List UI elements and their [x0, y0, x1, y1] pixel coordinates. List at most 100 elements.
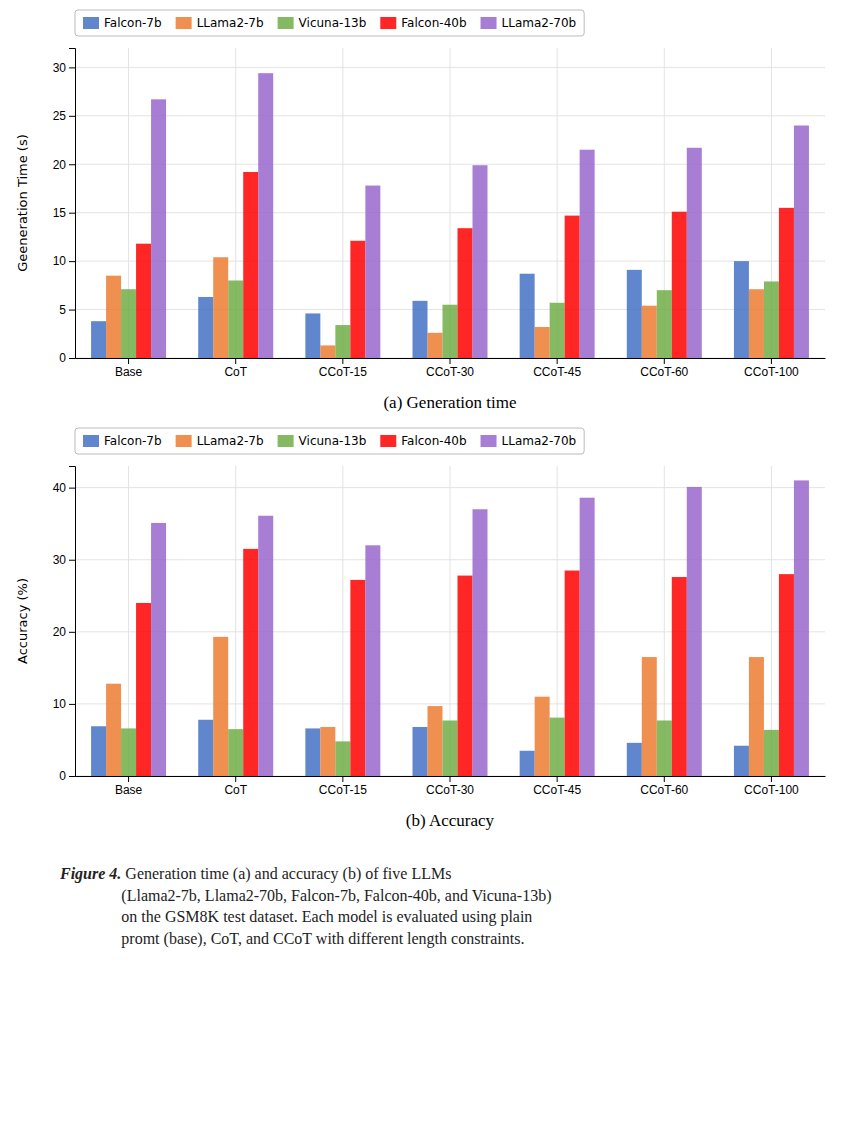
bar	[198, 720, 213, 776]
bar	[121, 728, 136, 776]
tick-mark	[69, 488, 75, 489]
bar	[687, 487, 702, 776]
grid-line-x	[771, 466, 772, 776]
tick-label: 5	[59, 303, 66, 317]
tick-label: 20	[53, 625, 67, 639]
axis-line	[69, 49, 76, 359]
chart-root: 0 5 10 15 20 25 30 Base CoT CCoT-15 CCoT-30 CCoT-45…	[0, 0, 850, 855]
x-axis: BaseCoTCCoT-15CCoT-30CCoT-45CCoT-60CCoT-…	[76, 776, 826, 797]
bar	[565, 216, 580, 358]
bar	[580, 498, 595, 776]
bar	[428, 333, 443, 358]
legend: Falcon-7bLLama2-7bVicuna-13bFalcon-40bLL…	[75, 10, 584, 36]
tick-label: 0	[59, 769, 66, 783]
tick: 10	[53, 697, 75, 711]
tick: CCoT-45	[533, 776, 581, 797]
series	[106, 637, 764, 776]
tick-label: 25	[53, 109, 67, 123]
tick-mark	[69, 704, 75, 705]
bar	[627, 743, 642, 776]
x-axis-title: (b) Accuracy	[406, 811, 495, 830]
bar	[106, 276, 121, 358]
legend-swatch	[176, 17, 192, 29]
x-axis-title: (a) Generation time	[383, 393, 516, 412]
tick-label: CCoT-60	[640, 365, 688, 379]
bar	[657, 290, 672, 358]
bar	[535, 697, 550, 776]
tick-label: CCoT-30	[426, 365, 474, 379]
tick-mark	[557, 358, 558, 364]
bar	[443, 720, 458, 776]
bar	[136, 244, 151, 358]
legend-label: LLama2-7b	[197, 434, 264, 448]
tick-label: CoT	[224, 783, 247, 797]
tick-label: 10	[53, 697, 67, 711]
legend-label: Vicuna-13b	[299, 434, 367, 448]
bar	[473, 165, 488, 358]
bar	[687, 148, 702, 358]
bar	[520, 751, 535, 776]
tick-label: CCoT-30	[426, 783, 474, 797]
tick-label: CCoT-60	[640, 783, 688, 797]
tick: CCoT-45	[533, 358, 581, 379]
plot-area: 010203040BaseCoTCCoT-15CCoT-30CCoT-45CCo…	[15, 466, 826, 830]
legend-swatch	[83, 435, 99, 447]
caption-text: Generation time (a) and accuracy (b) of …	[121, 863, 551, 949]
tick-mark	[235, 358, 236, 364]
bar	[458, 576, 473, 776]
caption-lead: Figure 4.	[60, 863, 121, 885]
tick-mark	[69, 213, 75, 214]
bar	[734, 261, 749, 358]
legend-item: LLama2-70b	[481, 434, 577, 448]
grid-line-x	[342, 466, 343, 776]
bar	[428, 706, 443, 776]
y-axis-title: Accuracy (%)	[15, 578, 30, 664]
bar	[106, 684, 121, 776]
tick-mark	[342, 776, 343, 782]
bar	[243, 172, 258, 358]
tick-label: Base	[115, 365, 143, 379]
bar	[365, 545, 380, 776]
bar	[734, 746, 749, 776]
plot-area: 051015202530BaseCoTCCoT-15CCoT-30CCoT-45…	[15, 48, 826, 412]
legend-item: LLama2-70b	[481, 16, 577, 30]
bar	[764, 730, 779, 776]
legend-item: Vicuna-13b	[278, 16, 367, 30]
tick-label: CoT	[224, 365, 247, 379]
tick-mark	[557, 776, 558, 782]
legend-swatch	[278, 17, 294, 29]
bar	[657, 720, 672, 776]
legend-item: Falcon-7b	[83, 434, 162, 448]
bar	[213, 257, 228, 358]
bar	[365, 186, 380, 358]
tick: 25	[53, 109, 75, 123]
legend-swatch	[380, 435, 396, 447]
legend-swatch	[176, 435, 192, 447]
bar	[642, 657, 657, 776]
tick: 30	[53, 61, 75, 75]
legend-frame	[75, 10, 584, 36]
tick: CCoT-60	[640, 776, 688, 797]
bar	[764, 281, 779, 358]
tick-label: CCoT-100	[744, 783, 799, 797]
tick: 20	[53, 625, 75, 639]
tick: CCoT-15	[319, 358, 367, 379]
tick: CoT	[224, 776, 247, 797]
series	[151, 480, 809, 776]
legend-frame	[75, 428, 584, 454]
bar	[672, 577, 687, 776]
tick: 15	[53, 206, 75, 220]
tick-mark	[69, 310, 75, 311]
tick-mark	[69, 776, 75, 777]
tick-mark	[69, 560, 75, 561]
grid	[75, 466, 825, 776]
caption: Figure 4. Generation time (a) and accura…	[60, 863, 810, 949]
legend-label: Falcon-40b	[401, 434, 466, 448]
bar	[749, 289, 764, 358]
tick-mark	[69, 632, 75, 633]
tick-label: 30	[53, 553, 67, 567]
tick-mark	[771, 358, 772, 364]
legend-item: Falcon-40b	[380, 16, 466, 30]
legend-item: Vicuna-13b	[278, 434, 367, 448]
bar	[580, 150, 595, 358]
